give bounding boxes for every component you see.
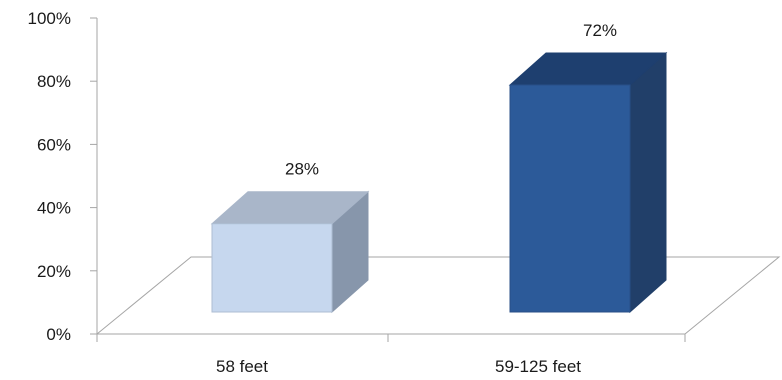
data-label: 28% (285, 160, 319, 179)
x-category-label: 59-125 feet (495, 357, 581, 376)
bar (509, 84, 631, 313)
bar-side (629, 51, 667, 314)
y-tick-label: 100% (28, 9, 71, 28)
y-tick-label: 80% (37, 72, 71, 91)
y-tick-label: 60% (37, 135, 71, 154)
labels-group: 28% 58 feet 72% 59-125 feet (216, 21, 617, 376)
y-tick-label: 20% (37, 262, 71, 281)
chart-floor (95, 256, 781, 342)
y-axis: 0% 20% 40% 60% 80% 100% (28, 9, 98, 344)
chart-floor-outline (95, 256, 781, 335)
bar (211, 223, 333, 313)
bars-group (210, 51, 668, 314)
y-tick-label: 40% (37, 199, 71, 218)
y-tick-label: 0% (46, 325, 71, 344)
data-label: 72% (583, 21, 617, 40)
x-category-label: 58 feet (216, 357, 268, 376)
